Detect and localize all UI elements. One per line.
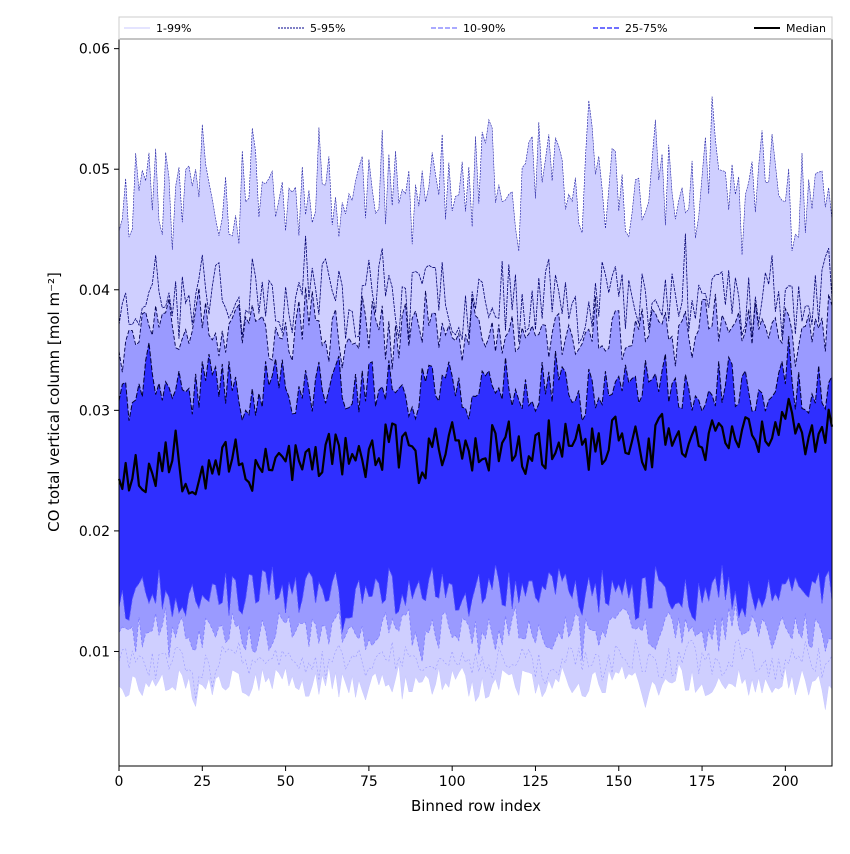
x-tick-label: 150	[605, 774, 632, 790]
y-tick-label: 0.02	[79, 524, 110, 540]
legend: 1-99% 5-95% 10-90% 25-75% Median	[118, 16, 833, 40]
y-tick-label: 0.04	[79, 283, 110, 299]
legend-label-1-99: 1-99%	[156, 22, 191, 35]
x-tick-label: 100	[439, 774, 466, 790]
line-p1-lower	[118, 662, 833, 710]
legend-label-25-75: 25-75%	[625, 22, 667, 35]
x-tick-label: 0	[115, 774, 124, 790]
line-p75-upper	[118, 336, 833, 423]
legend-label-10-90: 10-90%	[463, 22, 505, 35]
y-tick-label: 0.05	[79, 162, 110, 178]
line-p99-upper	[118, 96, 833, 255]
y-axis: 0.01 0.02 0.03 0.04 0.05 0.06	[79, 42, 119, 660]
x-tick-label: 175	[689, 774, 716, 790]
y-tick-label: 0.03	[79, 403, 110, 419]
lines-layer	[117, 96, 834, 710]
line-p25-lower	[118, 564, 833, 633]
legend-label-median: Median	[786, 22, 826, 35]
x-axis-label: Binned row index	[411, 797, 541, 815]
median-line	[117, 397, 834, 496]
x-tick-label: 200	[772, 774, 799, 790]
line-p90-upper	[118, 287, 833, 373]
legend-label-5-95: 5-95%	[310, 22, 345, 35]
line-p10-lower	[118, 604, 833, 662]
y-tick-label: 0.06	[79, 42, 110, 58]
x-tick-label: 75	[360, 774, 378, 790]
x-tick-label: 125	[522, 774, 549, 790]
y-axis-label: CO total vertical column [mol m⁻²]	[45, 272, 63, 532]
x-tick-label: 50	[277, 774, 295, 790]
x-tick-label: 25	[193, 774, 211, 790]
band-inner	[119, 336, 832, 633]
x-axis: 0 25 50 75 100 125 150 175 200	[115, 766, 799, 790]
y-tick-label: 0.01	[79, 644, 110, 660]
line-p95-upper	[118, 233, 833, 345]
